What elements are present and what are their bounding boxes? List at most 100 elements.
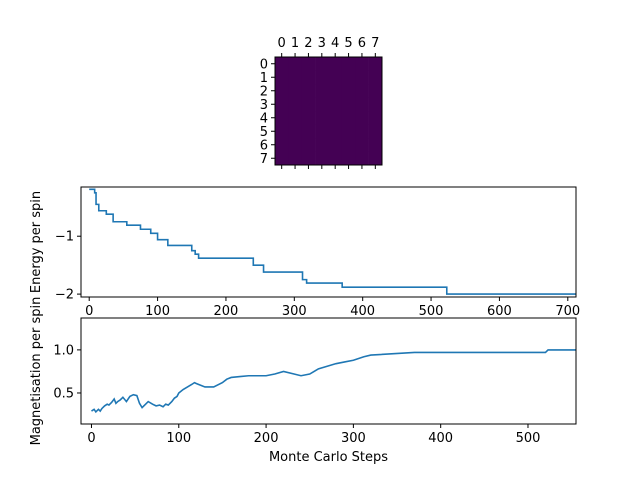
heatmap-cell [341,111,356,125]
heatmap-cell [315,111,329,125]
ytick-label: −1 [55,230,74,245]
y-axis-label: Energy per spin [29,191,44,293]
heatmap-cell [368,151,383,166]
heatmap-cell [315,97,329,112]
heatmap-cell [301,111,316,125]
xtick-label: 200 [214,304,239,319]
heatmap-cell [301,70,316,85]
heatmap-cell [275,97,289,112]
heatmap-cell [328,111,343,125]
xtick-label: 400 [350,304,375,319]
heatmap-cell [275,111,289,125]
axes-frame [80,186,577,298]
heatmap-cell [328,151,343,166]
heatmap-cell [275,57,289,71]
heatmap-cell [355,124,369,139]
heatmap-xtick-label: 2 [304,36,312,51]
heatmap-cell [315,70,329,85]
axes-frame [80,317,577,425]
heatmap-cell [355,111,369,125]
heatmap-cell [368,97,383,112]
heatmap-frame [274,56,383,166]
heatmap-cell [301,84,316,98]
ytick-label: −2 [55,288,74,303]
heatmap-xtick-label: 7 [371,36,379,51]
heatmap-cell [368,84,383,98]
heatmap-cell [301,151,316,166]
heatmap-cell [368,70,383,85]
heatmap-cell [315,84,329,98]
heatmap-cell [368,138,383,152]
heatmap-ytick-label: 4 [260,111,268,126]
heatmap-cell [355,151,369,166]
heatmap-ytick-label: 0 [260,57,268,72]
heatmap-cell [315,138,329,152]
heatmap-cell [328,70,343,85]
heatmap-xtick-label: 5 [344,36,352,51]
heatmap-xtick-label: 0 [278,36,286,51]
heatmap-cell [275,70,289,85]
heatmap-cell [328,84,343,98]
xtick-label: 100 [145,304,170,319]
heatmap-cell [301,57,316,71]
heatmap-cell [355,70,369,85]
heatmap-cell [315,124,329,139]
heatmap-ytick-label: 6 [260,138,268,153]
heatmap-cell [368,124,383,139]
heatmap-cell [288,97,303,112]
heatmap-cell [288,124,303,139]
heatmap-ytick-label: 2 [260,84,268,99]
heatmap-cell [341,97,356,112]
heatmap-cell [275,124,289,139]
heatmap-cell [355,57,369,71]
xtick-label: 600 [487,304,512,319]
heatmap-xtick-label: 4 [331,36,339,51]
magnetisation-plot: 0 100 200 300 400 500 0.5 1.0 Magnetisation per … [29,297,577,465]
x-axis-label: Monte Carlo Steps [269,450,388,465]
heatmap-cell [288,70,303,85]
heatmap-cell [275,151,289,166]
heatmap-ytick-label: 1 [260,71,268,86]
heatmap-cell [328,97,343,112]
series-line [89,188,576,295]
heatmap-cell [341,138,356,152]
heatmap-cell [341,84,356,98]
heatmap-ytick-label: 3 [260,98,268,113]
xtick-label: 0 [85,304,93,319]
series-line [91,349,576,414]
energy-plot: 0 100 200 300 400 500 600 700 −1 −2 Energy per spi… [29,186,580,319]
heatmap-cell [315,151,329,166]
heatmap-cell [288,84,303,98]
heatmap-cell [301,124,316,139]
heatmap-cell [355,84,369,98]
heatmap-cell [341,57,356,71]
xtick-label: 700 [555,304,580,319]
xtick-label: 500 [419,304,444,319]
heatmap-cell [368,111,383,125]
heatmap-cell [328,138,343,152]
y-axis-label: Magnetisation per spin [29,297,44,446]
heatmap-xtick-label: 6 [358,36,366,51]
xtick-label: 300 [282,304,307,319]
ytick-label: 0.5 [53,386,74,401]
xtick-label: 300 [341,431,366,446]
heatmap-ytick-label: 7 [260,152,268,167]
heatmap-cell [288,138,303,152]
heatmap-cell [341,70,356,85]
heatmap-cell [341,124,356,139]
heatmap-xtick-label: 3 [318,36,326,51]
heatmap-cell [355,138,369,152]
xtick-label: 400 [428,431,453,446]
xtick-label: 200 [254,431,279,446]
heatmap-ytick-label: 5 [260,125,268,140]
xtick-label: 0 [87,431,95,446]
heatmap-cell [288,57,303,71]
heatmap-cell [301,138,316,152]
heatmap-cell [275,84,289,98]
ytick-label: 1.0 [53,343,74,358]
heatmap-cell [315,57,329,71]
heatmap-cell [275,138,289,152]
heatmap-cell [288,111,303,125]
